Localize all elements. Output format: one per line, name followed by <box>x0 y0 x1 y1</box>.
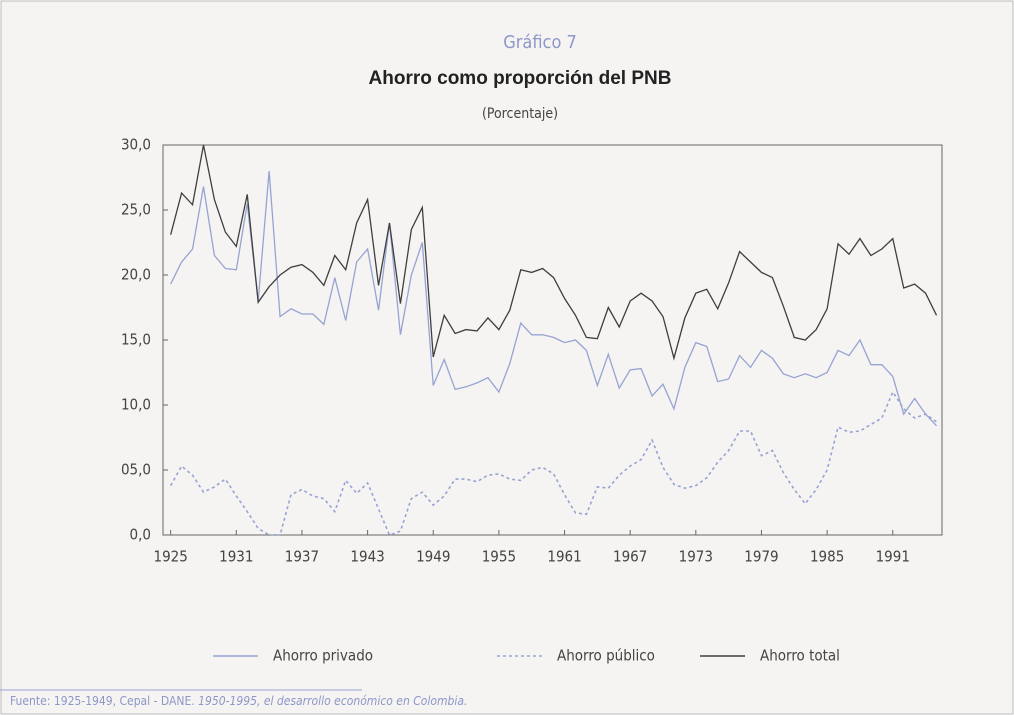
x-tick-label: 1943 <box>350 548 384 566</box>
x-tick-label: 1931 <box>219 548 253 566</box>
x-tick-label: 1949 <box>416 548 450 566</box>
source: Fuente: 1925-1949, Cepal - DANE. 1950-19… <box>10 694 467 708</box>
y-tick-label: 25,0 <box>121 201 151 219</box>
y-tick-label: 10,0 <box>121 396 151 414</box>
x-tick-label: 1961 <box>547 548 581 566</box>
legend-label: Ahorro público <box>557 647 655 665</box>
legend-label: Ahorro privado <box>273 647 373 665</box>
x-tick-label: 1967 <box>613 548 647 566</box>
x-tick-label: 1955 <box>482 548 516 566</box>
series-line <box>170 144 938 361</box>
x-tick-label: 1937 <box>285 548 319 566</box>
y-tick-label: 15,0 <box>121 331 151 349</box>
y-tick-label: 0,0 <box>130 526 151 544</box>
legend-label: Ahorro total <box>760 647 840 665</box>
y-tick-label: 30,0 <box>121 136 151 154</box>
x-tick-label: 1979 <box>744 548 778 566</box>
y-tick-label: 05,0 <box>121 461 151 479</box>
x-tick-label: 1991 <box>876 548 910 566</box>
series-line <box>170 170 938 427</box>
chart-header: Gráfico 7 <box>503 32 577 53</box>
x-tick-label: 1985 <box>810 548 844 566</box>
x-tick-label: 1973 <box>679 548 713 566</box>
chart-title: Ahorro como proporción del PNB <box>369 68 672 89</box>
y-tick-label: 20,0 <box>121 266 151 284</box>
chart-subtitle: (Porcentaje) <box>482 106 558 122</box>
x-tick-label: 1925 <box>153 548 187 566</box>
source-text: 1950-1995, el desarrollo económico en Co… <box>198 694 467 708</box>
source-text: Fuente: 1925-1949, Cepal - DANE. <box>10 694 195 708</box>
